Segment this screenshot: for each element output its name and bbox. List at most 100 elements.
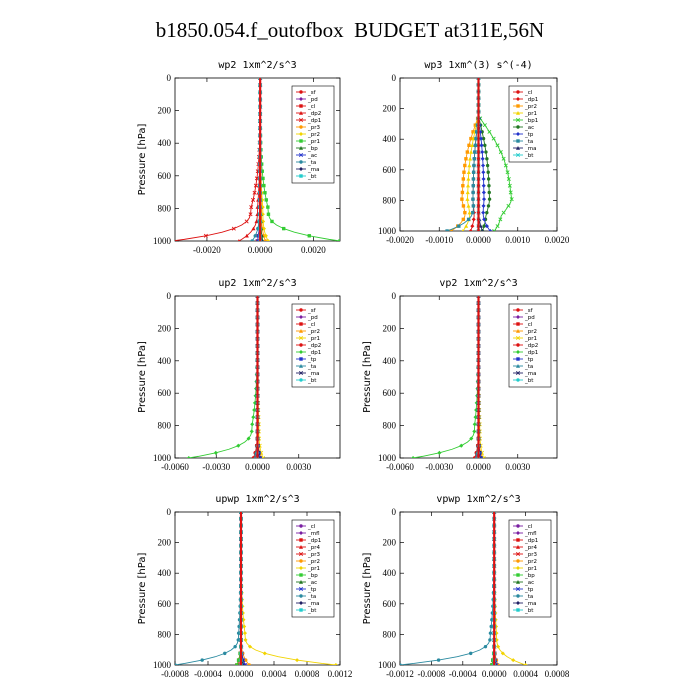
y-tick-label: 200 — [158, 106, 172, 116]
x-tick-label: 0.0000 — [248, 245, 273, 255]
y-tick-label: 600 — [158, 388, 172, 398]
y-tick-label: 0 — [392, 507, 397, 517]
y-tick-label: 800 — [158, 203, 172, 213]
data-point — [476, 228, 481, 231]
data-point — [243, 662, 248, 665]
legend-marker — [298, 544, 304, 549]
data-point — [472, 422, 477, 427]
data-point — [471, 204, 476, 208]
x-tick-label: 0.0004 — [262, 669, 287, 679]
legend-label: _tp — [524, 357, 534, 363]
legend: _cl_mfl_dp1_pr4_pr3_pr2_pr1_bp_ac_tp_ta_… — [508, 519, 552, 618]
legend-marker — [299, 608, 303, 612]
legend-marker — [299, 322, 303, 326]
data-point — [469, 136, 473, 141]
data-point — [481, 163, 486, 168]
legend-label: _dp2 — [524, 343, 538, 349]
data-point — [464, 157, 468, 161]
data-point — [244, 219, 249, 224]
legend-label: _pr3 — [524, 552, 538, 558]
x-tick-label: -0.0020 — [193, 245, 221, 255]
data-point — [465, 197, 470, 201]
legend: _sf_pd_cl_pr2_pr1_dp2_dp1_tp_ta_ma_bt — [291, 303, 335, 388]
legend-label: _pr2 — [307, 559, 320, 565]
data-point — [244, 658, 248, 662]
legend-marker — [515, 117, 521, 123]
data-point — [260, 205, 265, 210]
chart-panel-3: up2 1xm^2/s^3 Pressure [hPa] 0 200 400 600 800… — [137, 278, 341, 472]
data-point — [498, 217, 503, 222]
data-point — [233, 644, 237, 649]
data-point — [501, 210, 506, 215]
legend-label: _cl — [307, 104, 316, 110]
data-point — [242, 624, 247, 629]
legend-marker — [298, 370, 304, 376]
plot-frame — [399, 511, 558, 666]
legend-label: _cl — [524, 90, 533, 96]
data-point — [251, 226, 256, 231]
data-point — [491, 136, 496, 141]
plot-frame — [174, 511, 341, 666]
chart-panel-1: wp2 1xm^2/s^3 Pressure [hPa] 0 200 400 600 800… — [137, 60, 341, 255]
data-point — [213, 450, 218, 455]
data-point — [480, 156, 485, 161]
x-tick-label: 0.0020 — [545, 235, 570, 245]
legend: _sf_pd_cl_pr2_pr1_dp2_dp1_tp_ta_ma_bt — [508, 303, 552, 388]
data-point — [467, 143, 471, 148]
data-point — [236, 658, 241, 662]
legend-label: _pr1 — [307, 566, 320, 572]
data-point — [485, 163, 490, 168]
data-point — [270, 219, 274, 224]
data-point — [171, 239, 174, 242]
legend-marker — [298, 363, 304, 368]
data-point — [295, 658, 300, 663]
legend-label: _pd — [307, 315, 318, 321]
legend: _cl_dp1_pr2_pr1_bp1_ac_tp_ta_ma_bt — [508, 85, 552, 163]
data-point — [244, 233, 249, 238]
legend-label: _bt — [307, 608, 317, 614]
legend-label: _dp1 — [524, 97, 538, 103]
data-point — [263, 239, 268, 241]
x-tick-label: 0.0004 — [513, 669, 538, 679]
legend-marker — [516, 573, 520, 577]
data-point — [482, 123, 487, 128]
legend-marker — [299, 104, 303, 108]
legend-label: _ma — [307, 371, 319, 377]
legend-marker — [298, 335, 304, 341]
data-point — [481, 176, 486, 182]
data-point — [474, 400, 479, 405]
legend-marker — [299, 90, 303, 94]
data-point — [264, 198, 268, 202]
legend-marker — [515, 565, 521, 571]
chart-title: upwp 1xm^2/s^3 — [215, 494, 299, 505]
legend-label: _bp — [307, 573, 318, 579]
data-point — [487, 197, 492, 201]
data-point — [471, 130, 475, 134]
data-point — [481, 197, 487, 202]
y-axis-label: Pressure [hPa] — [137, 124, 148, 196]
x-tick-label: 0.0008 — [545, 669, 570, 679]
data-point — [252, 190, 257, 195]
data-point — [466, 170, 471, 174]
legend-label: _bp — [524, 573, 535, 579]
data-point — [481, 136, 486, 141]
data-point — [250, 422, 255, 427]
legend-marker — [516, 104, 520, 108]
legend-label: _ac — [307, 580, 317, 586]
legend-label: _cl — [524, 322, 533, 328]
data-point — [465, 150, 470, 154]
legend-label: _bt — [524, 608, 534, 614]
legend-marker — [515, 152, 521, 158]
legend-label: _mfl — [307, 531, 320, 537]
legend-label: _ta — [524, 594, 533, 600]
y-tick-label: 400 — [158, 568, 172, 578]
legend-marker — [298, 530, 304, 536]
y-tick-label: 1000 — [153, 660, 172, 670]
data-point — [260, 212, 265, 217]
data-point — [506, 203, 511, 208]
data-point — [486, 170, 490, 174]
data-point — [481, 228, 484, 231]
legend-label: _dp2 — [307, 343, 321, 349]
legend-marker — [516, 378, 520, 382]
data-point — [487, 129, 492, 134]
